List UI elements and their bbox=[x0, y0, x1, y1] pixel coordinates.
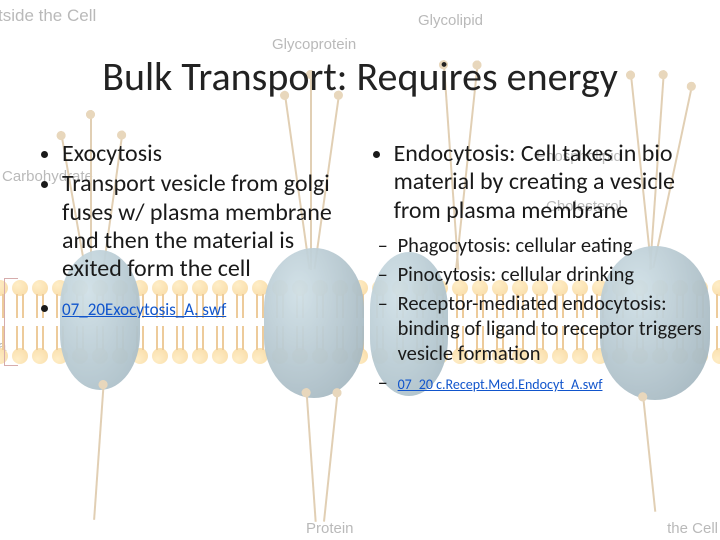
slide-content: Bulk Transport: Requires energy Exocytos… bbox=[0, 0, 720, 540]
bullet-item: Exocytosis bbox=[62, 140, 358, 168]
bullet-item: Endocytosis: Cell takes in bio material … bbox=[394, 140, 702, 225]
left-column: Exocytosis Transport vesicle from golgi … bbox=[36, 140, 358, 399]
right-sub-bullets: Phagocytosis: cellular eating Pinocytosi… bbox=[368, 233, 702, 395]
sub-bullet-item: Pinocytosis: cellular drinking bbox=[398, 262, 702, 287]
right-column: Endocytosis: Cell takes in bio material … bbox=[368, 140, 702, 399]
endocytosis-link[interactable]: 07_20 c.Recept.Med.Endocyt_A.swf bbox=[398, 376, 603, 393]
sub-bullet-item: Phagocytosis: cellular eating bbox=[398, 233, 702, 258]
right-bullets: Endocytosis: Cell takes in bio material … bbox=[368, 140, 702, 225]
exocytosis-link[interactable]: 07_20Exocytosis_A. swf bbox=[62, 299, 226, 320]
bullet-item-link: 07_20Exocytosis_A. swf bbox=[62, 294, 358, 322]
two-column-body: Exocytosis Transport vesicle from golgi … bbox=[36, 140, 702, 399]
sub-bullet-item: Receptor-mediated endocytosis: binding o… bbox=[398, 291, 702, 366]
bullet-item: Transport vesicle from golgi fuses w/ pl… bbox=[62, 170, 358, 283]
slide-title: Bulk Transport: Requires energy bbox=[0, 52, 720, 101]
left-bullets: Exocytosis Transport vesicle from golgi … bbox=[36, 140, 358, 322]
sub-bullet-link: 07_20 c.Recept.Med.Endocyt_A.swf bbox=[398, 370, 702, 395]
